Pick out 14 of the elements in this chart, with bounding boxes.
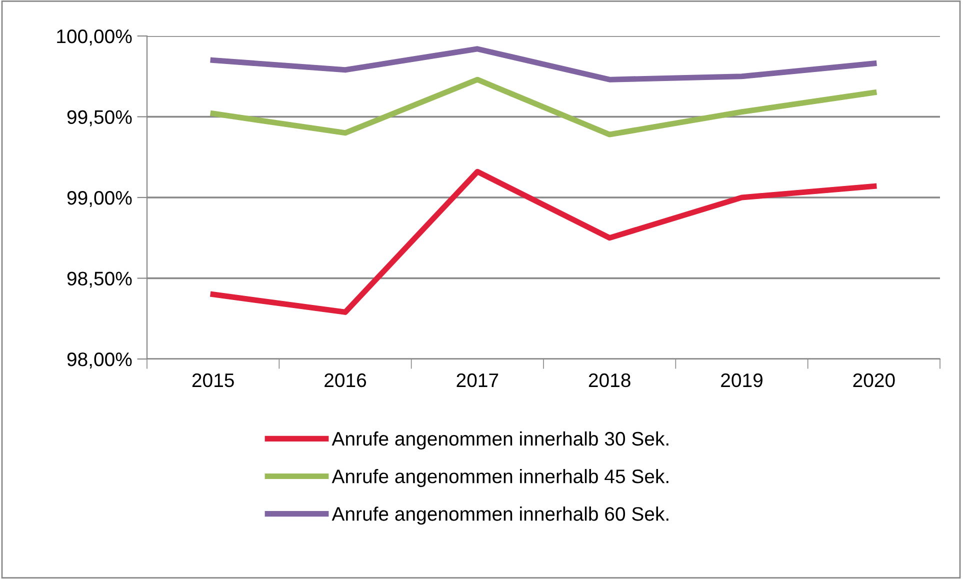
x-tick-label: 2020 — [853, 373, 895, 388]
legend-label: Anrufe angenommen innerhalb 60 Sek. — [332, 506, 668, 525]
x-tick-label: 2018 — [588, 373, 630, 388]
legend-label: Anrufe angenommen innerhalb 45 Sek. — [332, 468, 668, 488]
x-tick-label: 2019 — [721, 373, 762, 388]
y-tick-label: 99,50% — [67, 110, 132, 126]
x-tick-label: 2015 — [192, 373, 234, 388]
y-tick-label: 99,00% — [67, 190, 132, 208]
y-tick-label: 98,50% — [67, 272, 132, 288]
x-tick-label: 2016 — [324, 373, 366, 388]
legend-label: Anrufe angenommen innerhalb 30 Sek. — [332, 431, 668, 450]
y-tick-label: 100,00% — [57, 29, 132, 46]
y-tick-label: 98,00% — [67, 352, 132, 369]
x-tick-label: 2017 — [456, 373, 498, 388]
